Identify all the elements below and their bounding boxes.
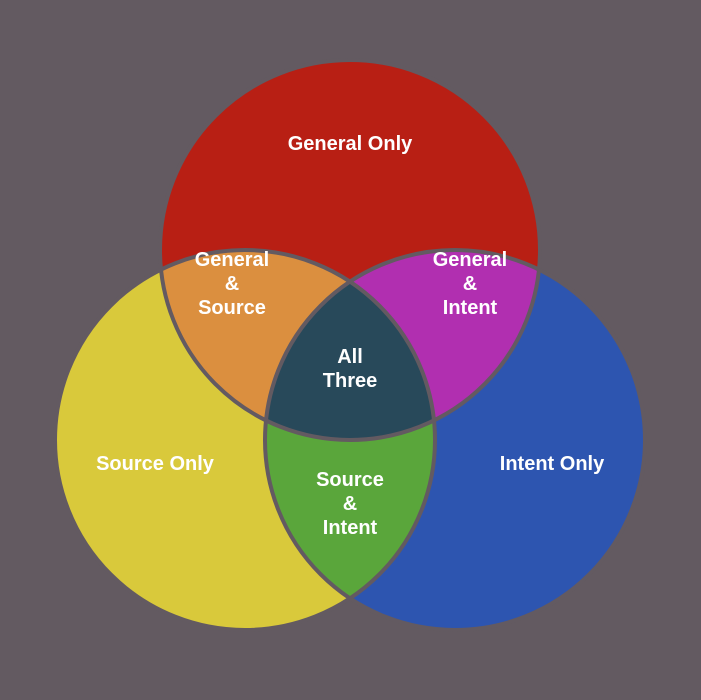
label-source-only: Source Only bbox=[96, 453, 215, 475]
venn-diagram: General OnlySource OnlyIntent OnlyGenera… bbox=[0, 0, 701, 700]
label-intent-only: Intent Only bbox=[500, 453, 605, 475]
label-general-only: General Only bbox=[288, 133, 413, 155]
